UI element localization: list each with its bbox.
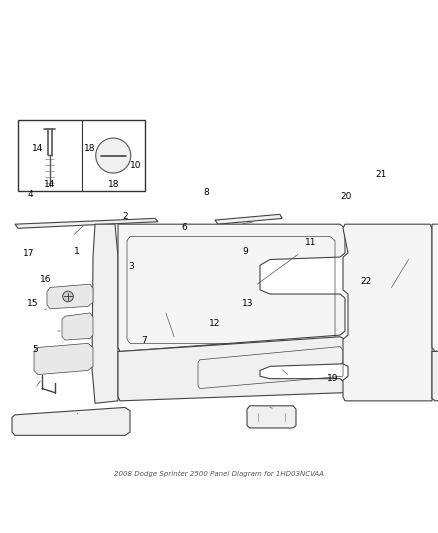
Text: 2: 2 <box>122 212 127 221</box>
Text: 18: 18 <box>107 180 119 189</box>
Polygon shape <box>247 406 296 428</box>
Text: 9: 9 <box>242 247 248 256</box>
Text: 14: 14 <box>32 144 43 153</box>
Text: 8: 8 <box>203 188 209 197</box>
Polygon shape <box>215 214 282 224</box>
Text: 21: 21 <box>375 170 387 179</box>
Polygon shape <box>92 224 118 403</box>
Text: 18: 18 <box>84 144 95 153</box>
Text: 17: 17 <box>23 249 34 258</box>
Text: 7: 7 <box>141 336 148 345</box>
Polygon shape <box>432 337 438 401</box>
Text: 2008 Dodge Sprinter 2500 Panel Diagram for 1HD03NCVAA: 2008 Dodge Sprinter 2500 Panel Diagram f… <box>114 471 324 477</box>
Text: 20: 20 <box>340 192 352 201</box>
Text: 15: 15 <box>27 299 39 308</box>
Text: 10: 10 <box>130 161 141 170</box>
Polygon shape <box>343 224 432 401</box>
Polygon shape <box>15 219 158 228</box>
Polygon shape <box>12 407 130 435</box>
Text: 5: 5 <box>32 345 38 354</box>
Text: 11: 11 <box>305 238 317 247</box>
Text: 12: 12 <box>209 319 220 328</box>
Text: 13: 13 <box>242 299 253 308</box>
Text: 22: 22 <box>360 277 371 286</box>
Bar <box>18 120 145 191</box>
Polygon shape <box>118 224 345 352</box>
Text: 1: 1 <box>74 247 80 256</box>
Circle shape <box>96 138 131 173</box>
Circle shape <box>63 291 73 302</box>
Text: 14: 14 <box>44 180 56 189</box>
Polygon shape <box>47 284 93 309</box>
Text: 6: 6 <box>181 223 187 231</box>
Polygon shape <box>118 337 345 401</box>
Text: 3: 3 <box>128 262 134 271</box>
Text: 16: 16 <box>40 275 52 284</box>
Text: 4: 4 <box>28 190 33 199</box>
Polygon shape <box>34 343 93 375</box>
Polygon shape <box>432 224 438 352</box>
Polygon shape <box>62 313 93 340</box>
Text: 19: 19 <box>327 374 339 383</box>
